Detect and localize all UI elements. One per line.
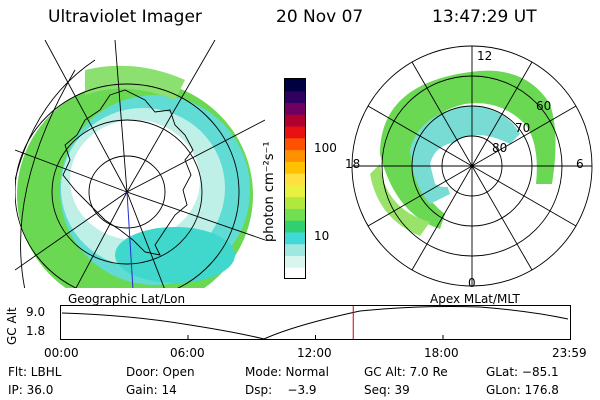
time-tick-3: 18:00 <box>424 346 459 360</box>
continent-outline <box>62 89 194 256</box>
time-tick-0: 00:00 <box>44 346 79 360</box>
time-label: 13:47:29 UT <box>432 7 537 27</box>
colorbar-band <box>285 243 305 256</box>
colorbar-band <box>285 79 305 92</box>
mlat-label-80: 80 <box>492 141 507 155</box>
mlt-label-0: 0 <box>468 276 476 290</box>
strip-ytick-bottom: 1.8 <box>26 324 46 338</box>
colorbar-band <box>285 149 305 162</box>
info-glon: GLon: 176.8 <box>486 383 559 397</box>
altitude-strip-plot <box>60 305 571 340</box>
colorbar-band <box>285 208 305 221</box>
strip-right-label: Apex MLat/MLT <box>430 292 520 306</box>
strip-axis-title: GC Alt <box>5 307 19 345</box>
mlt-label-12: 12 <box>477 49 492 63</box>
strip-left-label: Geographic Lat/Lon <box>68 292 186 306</box>
colorbar <box>284 78 306 280</box>
colorbar-band <box>285 90 305 104</box>
mlat-label-70: 70 <box>515 121 530 135</box>
colorbar-band <box>285 161 305 174</box>
colorbar-band <box>285 267 305 280</box>
polar-mlt-plot: 12 18 6 0 60 70 80 <box>345 45 593 290</box>
info-glat: GLat: −85.1 <box>486 365 559 379</box>
geographic-aurora-map <box>15 40 265 288</box>
info-mode: Mode: Normal <box>245 365 329 379</box>
time-tick-2: 12:00 <box>297 346 332 360</box>
info-gc-alt: GC Alt: 7.0 Re <box>364 365 448 379</box>
mlat-label-60: 60 <box>536 99 551 113</box>
mlt-label-18: 18 <box>345 157 360 171</box>
polar-aurora-oval <box>380 70 556 230</box>
date-label: 20 Nov 07 <box>276 7 364 27</box>
colorbar-band <box>285 137 305 151</box>
colorbar-band <box>285 102 305 115</box>
colorbar-band <box>285 220 305 233</box>
time-tick-4: 23:59 <box>552 346 587 360</box>
info-ip: IP: 36.0 <box>8 383 54 397</box>
colorbar-band <box>285 255 305 268</box>
colorbar-tick-100: 100 <box>314 141 337 155</box>
colorbar-band <box>285 114 305 127</box>
strip-ytick-top: 9.0 <box>26 305 46 319</box>
info-seq: Seq: 39 <box>364 383 410 397</box>
time-tick-1: 06:00 <box>170 346 205 360</box>
info-gain: Gain: 14 <box>126 383 177 397</box>
mlt-label-6: 6 <box>576 157 584 171</box>
info-filter: Flt: LBHL <box>8 365 62 379</box>
colorbar-band <box>285 184 305 198</box>
info-door: Door: Open <box>126 365 195 379</box>
colorbar-tick-10: 10 <box>314 229 330 243</box>
colorbar-band <box>285 231 305 245</box>
colorbar-units-label: photon cm⁻²s⁻¹ <box>262 141 277 242</box>
instrument-title: Ultraviolet Imager <box>48 7 202 27</box>
info-dsp: Dsp: −3.9 <box>245 383 317 397</box>
altitude-curve <box>61 306 569 340</box>
colorbar-band <box>285 126 305 139</box>
colorbar-band <box>285 173 305 186</box>
colorbar-band <box>285 196 305 209</box>
